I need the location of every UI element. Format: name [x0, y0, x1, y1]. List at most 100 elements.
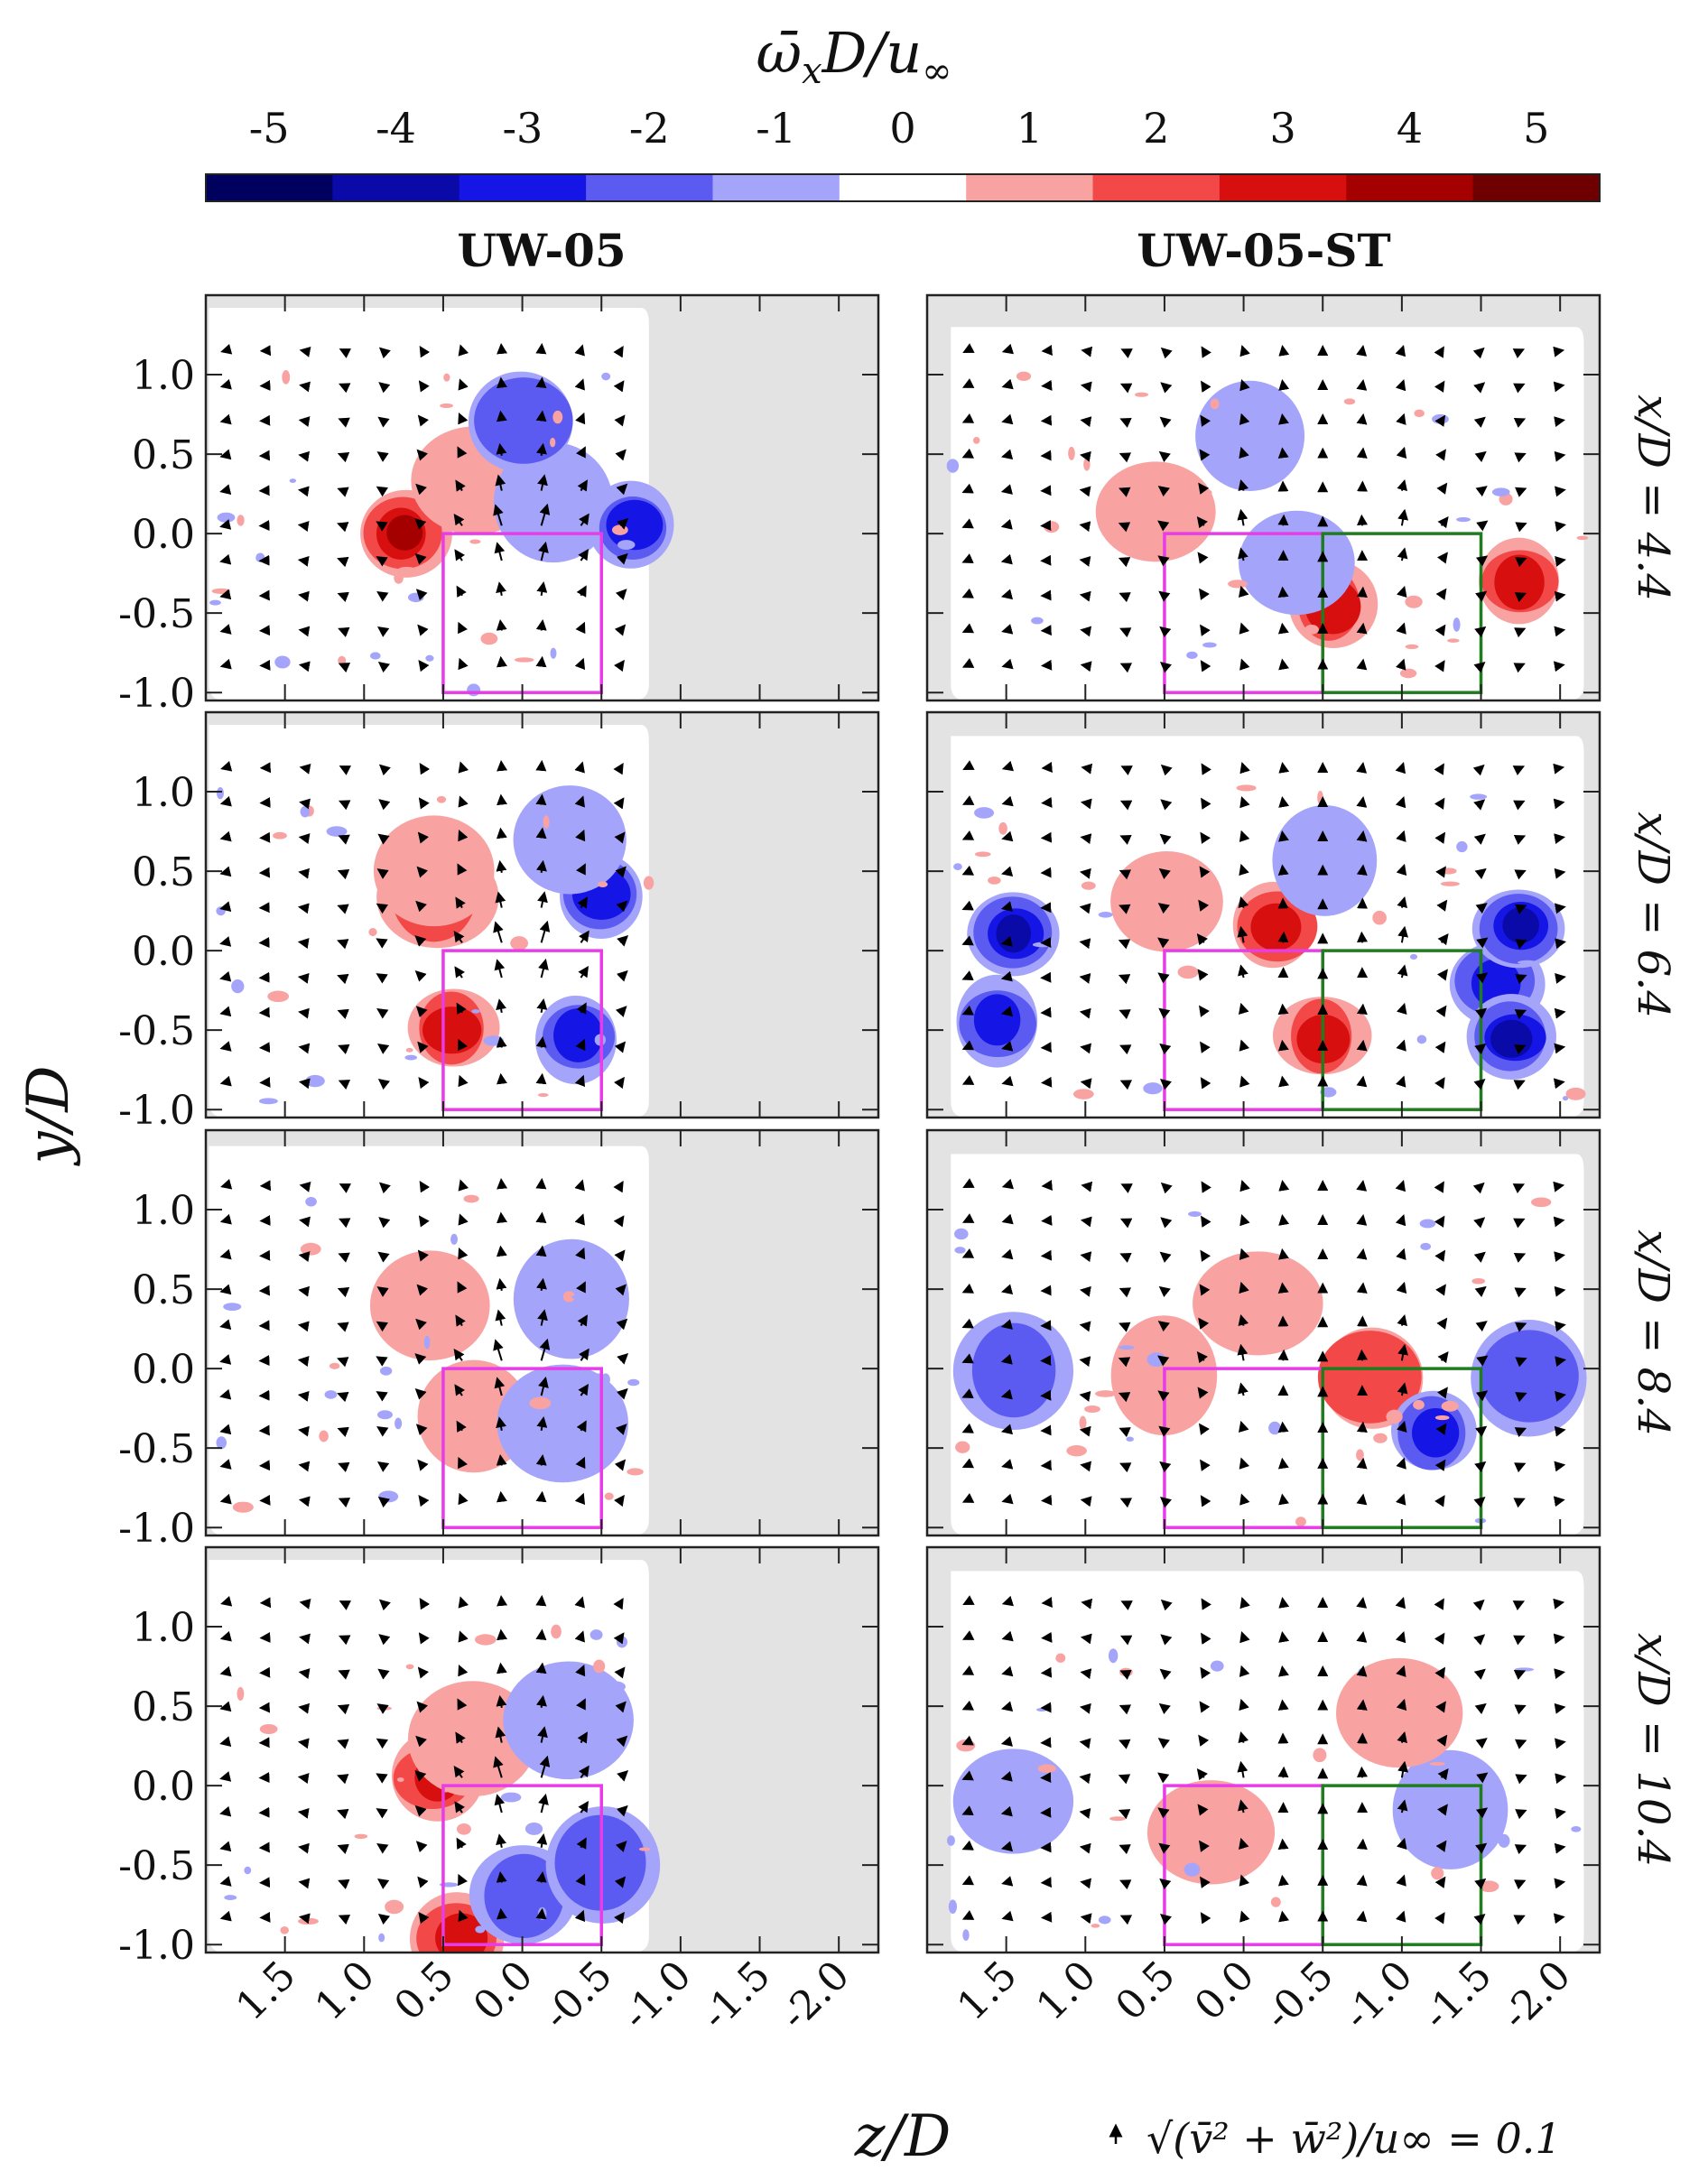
velocity-arrow	[415, 1006, 428, 1018]
vorticity-patch	[1016, 371, 1032, 382]
velocity-arrow	[219, 1630, 232, 1642]
velocity-arrow	[1514, 1044, 1527, 1055]
velocity-arrow	[377, 661, 391, 673]
velocity-arrow	[1200, 1249, 1211, 1262]
velocity-arrow	[535, 827, 547, 840]
velocity-arrow	[338, 626, 350, 638]
velocity-arrow	[456, 585, 467, 598]
velocity-arrow	[1199, 1005, 1210, 1017]
velocity-arrow	[1475, 1425, 1488, 1437]
velocity-vectors	[219, 1594, 629, 1925]
vorticity-patch	[1414, 409, 1425, 418]
velocity-arrow	[1238, 478, 1249, 492]
vorticity-patch	[1081, 881, 1096, 890]
vorticity-contour	[373, 815, 495, 927]
velocity-arrow	[1474, 450, 1487, 463]
velocity-arrow	[1079, 973, 1091, 984]
velocity-arrow	[1200, 1666, 1211, 1679]
velocity-arrow	[1080, 1043, 1092, 1054]
velocity-arrow	[1120, 1600, 1133, 1610]
velocity-arrow	[1001, 1178, 1015, 1190]
velocity-arrow	[961, 483, 974, 494]
velocity-arrow	[537, 474, 548, 491]
x-tick-label: -0.5	[1256, 1953, 1342, 2039]
velocity-arrow	[1513, 800, 1526, 811]
velocity-arrow	[537, 1726, 548, 1743]
velocity-arrow	[1238, 1382, 1249, 1396]
vorticity-patch	[1083, 458, 1091, 471]
velocity-arrow	[415, 1424, 428, 1436]
y-tick-label: -1.0	[118, 1923, 195, 1969]
velocity-arrow	[1200, 624, 1211, 636]
velocity-arrow	[1239, 1214, 1250, 1227]
velocity-arrow	[457, 863, 468, 876]
colorbar-bin-3	[586, 174, 713, 201]
vorticity-patch	[1405, 644, 1419, 650]
velocity-arrow	[1196, 1351, 1208, 1364]
vorticity-patch	[237, 515, 245, 526]
velocity-arrow	[1278, 344, 1290, 357]
velocity-arrow	[1513, 1635, 1526, 1646]
velocity-arrow	[1237, 1343, 1249, 1361]
vorticity-contour	[435, 1913, 488, 1953]
velocity-arrow	[1081, 763, 1093, 775]
velocity-arrow	[1395, 658, 1406, 671]
velocity-arrow	[456, 1002, 467, 1015]
velocity-arrow	[1001, 1284, 1014, 1295]
velocity-arrow	[1277, 931, 1289, 943]
velocity-arrow	[298, 833, 311, 845]
velocity-arrow	[299, 1216, 311, 1228]
velocity-arrow	[1237, 508, 1249, 526]
velocity-arrow	[219, 1910, 232, 1922]
velocity-arrow	[1238, 1420, 1249, 1433]
velocity-arrow	[536, 1416, 548, 1431]
velocity-arrow	[1554, 1425, 1566, 1437]
velocity-arrow	[962, 760, 975, 771]
y-tick-label: 1.0	[132, 770, 195, 816]
velocity-arrow	[339, 765, 352, 775]
velocity-arrow	[1473, 1668, 1486, 1680]
velocity-arrow	[1473, 833, 1486, 845]
velocity-arrow	[1239, 1075, 1250, 1088]
velocity-arrow	[1434, 414, 1446, 427]
vorticity-patch	[551, 1624, 562, 1639]
vorticity-contour	[1317, 1331, 1422, 1424]
velocity-arrow	[1396, 1698, 1407, 1712]
vorticity-patch	[974, 851, 991, 858]
velocity-arrow	[1239, 622, 1250, 635]
velocity-arrow	[414, 518, 427, 530]
velocity-arrow	[297, 1390, 310, 1402]
velocity-arrow	[1434, 1077, 1445, 1090]
velocity-arrow	[1239, 1698, 1249, 1712]
colorbar-bin-8	[1219, 174, 1347, 201]
velocity-arrow	[1079, 1425, 1091, 1437]
velocity-arrow	[496, 1245, 507, 1257]
velocity-arrow	[1395, 762, 1406, 775]
velocity-arrow	[614, 1494, 625, 1507]
vorticity-patch	[1126, 1436, 1134, 1442]
velocity-arrow	[1356, 586, 1368, 598]
velocity-arrow	[1079, 556, 1091, 567]
velocity-arrow	[536, 1833, 548, 1848]
velocity-arrow	[338, 834, 350, 845]
velocity-arrow	[497, 1594, 508, 1607]
velocity-arrow	[1238, 547, 1249, 561]
vorticity-patch	[404, 1054, 418, 1061]
velocity-arrow	[1119, 800, 1133, 811]
velocity-arrow	[1395, 1075, 1406, 1088]
colorbar	[205, 173, 1601, 202]
velocity-arrow	[1119, 1080, 1133, 1090]
vorticity-patch	[300, 805, 311, 818]
velocity-arrow	[1554, 1878, 1566, 1889]
velocity-arrow	[457, 446, 468, 459]
velocity-arrow	[1201, 380, 1211, 393]
velocity-arrow	[1238, 1730, 1249, 1744]
velocity-arrow	[1515, 1809, 1527, 1820]
velocity-arrow	[1159, 1668, 1172, 1680]
velocity-arrow	[338, 1080, 351, 1090]
velocity-arrow	[1513, 1915, 1526, 1925]
velocity-arrow	[338, 663, 351, 673]
velocity-arrow	[1001, 866, 1014, 877]
velocity-arrow	[1001, 830, 1014, 842]
velocity-arrow	[1435, 866, 1446, 878]
